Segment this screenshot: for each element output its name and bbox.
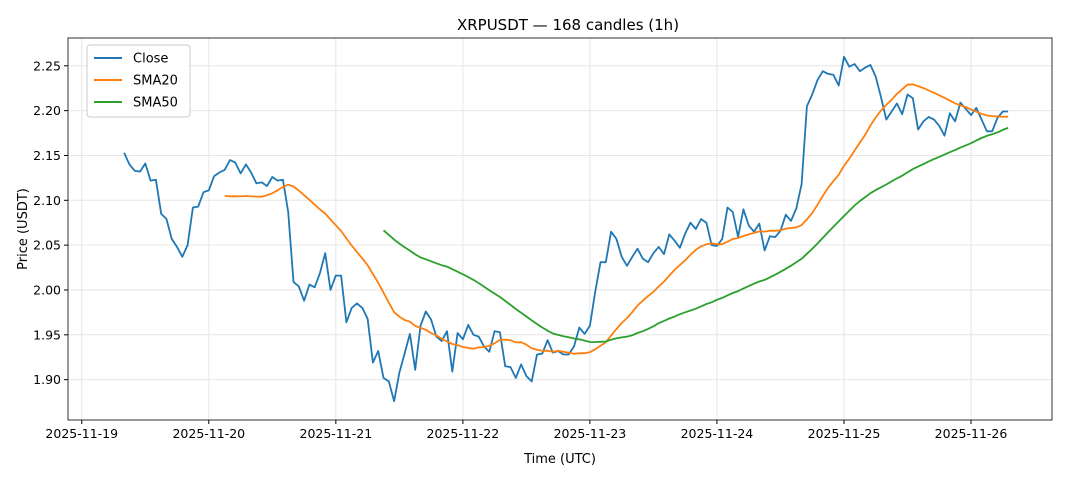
legend: Close SMA20 SMA50 [86, 44, 191, 118]
legend-label-sma50: SMA50 [133, 96, 178, 111]
series-lines [123, 55, 1009, 403]
series-sma50-line [382, 127, 1009, 343]
y-axis-label: Price (USDT) [16, 188, 31, 270]
y-tick-label: 2.10 [33, 193, 61, 208]
chart-title: XRPUSDT — 168 candles (1h) [457, 16, 679, 34]
x-tick-label: 2025-11-19 [45, 426, 118, 441]
y-tick-label: 1.95 [33, 327, 61, 342]
x-axis-label: Time (UTC) [523, 452, 596, 467]
legend-label-sma20: SMA20 [133, 74, 178, 89]
x-tick-label: 2025-11-20 [172, 426, 245, 441]
y-tick-label: 2.20 [33, 103, 61, 118]
x-tick-label: 2025-11-26 [935, 426, 1008, 441]
series-close-line [123, 55, 1009, 403]
y-tick-label: 2.15 [33, 148, 61, 163]
legend-box [86, 44, 191, 118]
y-tick-label: 1.90 [33, 372, 61, 387]
y-axis: 1.90 1.95 2.00 2.05 2.10 2.15 2.20 2.25 [33, 58, 68, 387]
series-sma20-line [224, 83, 1009, 355]
plot-frame [67, 37, 1053, 421]
x-tick-label: 2025-11-22 [427, 426, 500, 441]
x-tick-label: 2025-11-24 [681, 426, 754, 441]
x-tick-label: 2025-11-23 [554, 426, 627, 441]
y-tick-label: 2.25 [33, 58, 61, 73]
y-tick-label: 2.00 [33, 282, 61, 297]
x-tick-label: 2025-11-25 [808, 426, 881, 441]
y-tick-label: 2.05 [33, 238, 61, 253]
x-tick-label: 2025-11-21 [300, 426, 373, 441]
x-axis: 2025-11-19 2025-11-20 2025-11-21 2025-11-22… [45, 420, 1007, 441]
legend-label-close: Close [133, 52, 168, 67]
grid [68, 38, 1052, 420]
